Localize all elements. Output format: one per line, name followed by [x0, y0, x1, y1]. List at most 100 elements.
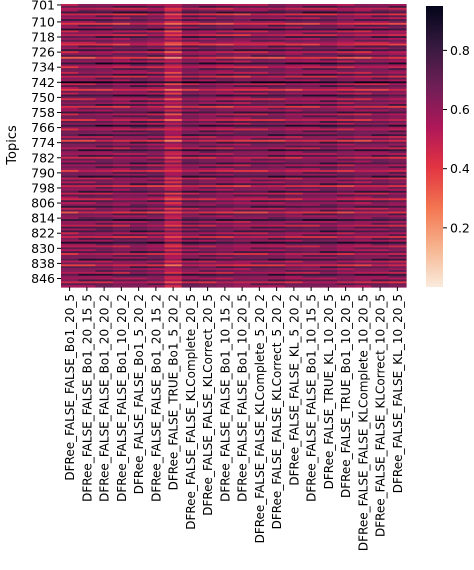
heatmap-cell — [147, 236, 166, 239]
heatmap-cell — [319, 268, 338, 271]
heatmap-cell — [388, 194, 407, 198]
heatmap-cell — [354, 164, 373, 167]
heatmap-cell — [250, 51, 269, 54]
heatmap-cell — [130, 245, 148, 248]
heatmap-cell — [250, 47, 269, 50]
heatmap-cell — [216, 79, 235, 82]
heatmap-cell — [388, 170, 407, 173]
heatmap-cell — [95, 234, 114, 237]
heatmap-cell — [164, 79, 183, 82]
heatmap-cell — [181, 177, 200, 181]
heatmap-cell — [164, 283, 183, 286]
heatmap-cell — [354, 200, 373, 203]
heatmap-cell — [285, 66, 304, 69]
heatmap-cell — [250, 96, 269, 99]
heatmap-cell — [147, 234, 166, 237]
heatmap-cell — [95, 202, 114, 205]
heatmap-cell — [285, 207, 304, 211]
heatmap-cell — [147, 181, 166, 184]
heatmap-cell — [371, 13, 390, 16]
heatmap-cell — [302, 273, 321, 277]
heatmap-cell — [147, 119, 166, 122]
heatmap-cell — [268, 188, 286, 192]
heatmap-cell — [112, 279, 131, 282]
heatmap-cell — [61, 192, 79, 196]
heatmap-cell — [233, 9, 252, 13]
heatmap-cell — [112, 179, 131, 182]
heatmap-cell — [233, 211, 252, 215]
y-tick-label: 814 — [31, 211, 55, 226]
heatmap-cell — [216, 75, 235, 79]
heatmap-cell — [112, 39, 131, 43]
heatmap-cell — [250, 179, 269, 182]
heatmap-cell — [78, 217, 97, 220]
heatmap-cell — [78, 147, 97, 150]
heatmap-cell — [216, 279, 235, 282]
heatmap-cell — [78, 281, 97, 284]
heatmap-cell — [78, 90, 97, 94]
heatmap-cell — [130, 77, 148, 81]
heatmap-cell — [250, 245, 269, 248]
heatmap-cell — [130, 258, 148, 262]
heatmap-cell — [147, 26, 166, 30]
heatmap-cell — [199, 19, 217, 22]
heatmap-cell — [199, 143, 217, 147]
heatmap-cell — [130, 94, 148, 98]
heatmap-cell — [95, 243, 114, 247]
heatmap-cell — [319, 43, 338, 47]
heatmap-cell — [233, 196, 252, 199]
heatmap-cell — [61, 277, 79, 281]
heatmap-cell — [233, 136, 252, 139]
heatmap-cell — [61, 22, 79, 26]
heatmap-cell — [95, 217, 114, 220]
heatmap-cell — [61, 224, 79, 228]
heatmap-cell — [164, 17, 183, 20]
heatmap-cell — [130, 190, 148, 194]
heatmap-cell — [233, 83, 252, 86]
heatmap-cell — [319, 173, 338, 177]
heatmap-cell — [250, 254, 269, 258]
heatmap-cell — [319, 271, 338, 275]
heatmap-cell — [164, 39, 183, 43]
heatmap-cell — [285, 30, 304, 33]
heatmap-cell — [181, 175, 200, 179]
heatmap-cell — [371, 241, 390, 245]
heatmap-cell — [354, 170, 373, 173]
heatmap-cell — [302, 226, 321, 230]
heatmap-cell — [78, 179, 97, 182]
heatmap-cell — [233, 217, 252, 220]
heatmap-cell — [216, 126, 235, 130]
heatmap-cell — [95, 203, 114, 207]
heatmap-cell — [199, 53, 217, 56]
heatmap-cell — [78, 185, 97, 188]
heatmap-cell — [112, 219, 131, 222]
heatmap-cell — [302, 119, 321, 122]
heatmap-cell — [199, 92, 217, 96]
heatmap-cell — [354, 51, 373, 54]
heatmap-cell — [164, 111, 183, 115]
heatmap-cell — [233, 173, 252, 177]
heatmap-cell — [250, 230, 269, 233]
heatmap-cell — [147, 85, 166, 88]
heatmap-cell — [112, 143, 131, 147]
heatmap-cell — [371, 253, 390, 256]
heatmap-cell — [78, 22, 97, 26]
heatmap-cell — [78, 213, 97, 216]
heatmap-cell — [354, 122, 373, 126]
heatmap-cell — [216, 262, 235, 265]
heatmap-cell — [216, 53, 235, 56]
heatmap-cell — [95, 141, 114, 145]
heatmap-cell — [61, 249, 79, 252]
heatmap-cell — [319, 258, 338, 262]
heatmap-cell — [61, 53, 79, 56]
heatmap-cell — [268, 115, 286, 118]
heatmap-cell — [78, 26, 97, 30]
heatmap-cell — [354, 79, 373, 82]
heatmap-cell — [250, 32, 269, 35]
heatmap-cell — [319, 94, 338, 98]
heatmap-cell — [95, 32, 114, 35]
heatmap-cell — [319, 66, 338, 69]
heatmap-cell — [112, 228, 131, 231]
heatmap-cell — [388, 81, 407, 84]
heatmap-cell — [285, 236, 304, 239]
